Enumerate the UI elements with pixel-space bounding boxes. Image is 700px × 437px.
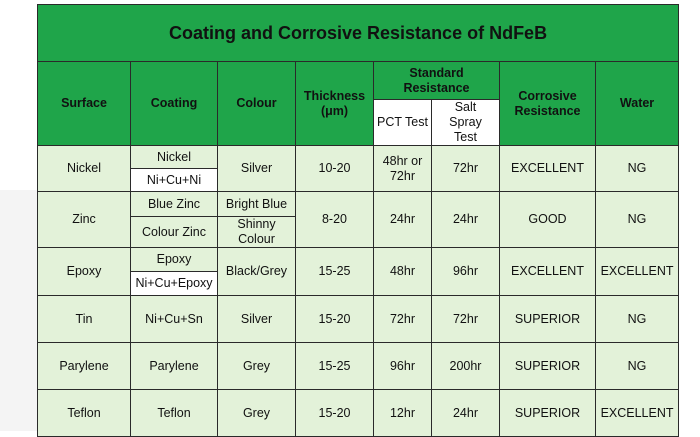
cell-coating: Nickel xyxy=(130,145,218,169)
table-row: Teflon Teflon Grey 15-20 12hr 24hr SUPER… xyxy=(37,389,680,437)
cell-coating: Parylene xyxy=(130,342,218,390)
cell-corrosive: EXCELLENT xyxy=(499,145,596,192)
cell-thickness: 15-25 xyxy=(295,247,374,296)
cell-colour: Silver xyxy=(217,145,296,192)
cell-thickness: 15-20 xyxy=(295,295,374,343)
header-standard-resistance: Standard Resistance xyxy=(373,61,500,100)
cell-salt: 72hr xyxy=(431,145,500,192)
cell-coating: Teflon xyxy=(130,389,218,437)
cell-water: NG xyxy=(594,191,680,248)
cell-corrosive: SUPERIOR xyxy=(499,295,596,343)
cell-surface: Parylene xyxy=(37,342,131,390)
coating-table: Coating and Corrosive Resistance of NdFe… xyxy=(36,4,680,437)
cell-coating: Blue Zinc xyxy=(130,191,218,217)
cell-coating: Ni+Cu+Sn xyxy=(130,295,218,343)
cell-corrosive: EXCELLENT xyxy=(499,247,596,296)
cell-corrosive: GOOD xyxy=(499,191,596,248)
cell-thickness: 15-20 xyxy=(295,389,374,437)
table-container: Coating and Corrosive Resistance of NdFe… xyxy=(36,4,680,437)
cell-colour: Silver xyxy=(217,295,296,343)
cell-salt: 96hr xyxy=(431,247,500,296)
cell-pct: 48hr or 72hr xyxy=(373,145,432,192)
cell-pct: 12hr xyxy=(373,389,432,437)
table-row: Parylene Parylene Grey 15-25 96hr 200hr … xyxy=(37,342,680,390)
header-row-1: Surface Coating Colour Thickness (μm) St… xyxy=(37,61,680,146)
table-row: Colour Zinc Shinny Colour xyxy=(38,216,679,248)
cell-surface: Zinc xyxy=(37,191,131,248)
cell-colour: Grey xyxy=(217,342,296,390)
cell-salt: 24hr xyxy=(431,191,500,248)
title-row: Coating and Corrosive Resistance of NdFe… xyxy=(36,4,680,62)
cell-coating: Epoxy xyxy=(130,247,218,272)
table-row: Epoxy Epoxy Black/Grey 15-25 48hr 96hr E… xyxy=(37,247,680,296)
table-row: Zinc Blue Zinc Bright Blue 8-20 24hr 24h… xyxy=(37,191,680,248)
cell-water: EXCELLENT xyxy=(594,389,680,437)
cell-salt: 24hr xyxy=(431,389,500,437)
header-surface: Surface xyxy=(37,61,131,146)
cell-pct: 96hr xyxy=(373,342,432,390)
table-row: Tin Ni+Cu+Sn Silver 15-20 72hr 72hr SUPE… xyxy=(37,295,680,343)
header-colour: Colour xyxy=(217,61,296,146)
header-salt-spray-test: Salt Spray Test xyxy=(431,99,500,146)
cell-water: NG xyxy=(594,295,680,343)
header-coating: Coating xyxy=(130,61,218,146)
cell-corrosive: SUPERIOR xyxy=(499,342,596,390)
table-title: Coating and Corrosive Resistance of NdFe… xyxy=(36,4,680,62)
cell-colour: Grey xyxy=(217,389,296,437)
table-row: Ni+Cu+Epoxy xyxy=(38,271,679,296)
cell-colour: Bright Blue xyxy=(217,191,296,217)
cell-pct: 24hr xyxy=(373,191,432,248)
cell-thickness: 10-20 xyxy=(295,145,374,192)
cell-colour: Black/Grey xyxy=(217,247,296,296)
header-corrosive-resistance: Corrosive Resistance xyxy=(499,61,596,146)
cell-surface: Epoxy xyxy=(37,247,131,296)
cell-pct: 48hr xyxy=(373,247,432,296)
cell-corrosive: SUPERIOR xyxy=(499,389,596,437)
cell-water: EXCELLENT xyxy=(594,247,680,296)
cell-coating: Ni+Cu+Ni xyxy=(130,168,218,192)
cell-salt: 72hr xyxy=(431,295,500,343)
background-left xyxy=(0,0,38,190)
header-water: Water xyxy=(594,61,680,146)
cell-coating: Ni+Cu+Epoxy xyxy=(130,271,218,296)
cell-surface: Tin xyxy=(37,295,131,343)
cell-colour: Shinny Colour xyxy=(217,216,296,248)
cell-surface: Nickel xyxy=(37,145,131,192)
table-row: Nickel Nickel Silver 10-20 48hr or 72hr … xyxy=(37,145,680,192)
background-left-lower xyxy=(0,190,38,431)
cell-salt: 200hr xyxy=(431,342,500,390)
header-pct-test: PCT Test xyxy=(373,99,432,146)
header-thickness: Thickness (μm) xyxy=(295,61,374,146)
cell-thickness: 8-20 xyxy=(295,191,374,248)
cell-water: NG xyxy=(594,342,680,390)
cell-thickness: 15-25 xyxy=(295,342,374,390)
header-row-2: PCT Test Salt Spray Test xyxy=(38,99,679,146)
cell-water: NG xyxy=(594,145,680,192)
cell-coating: Colour Zinc xyxy=(130,216,218,248)
cell-pct: 72hr xyxy=(373,295,432,343)
cell-surface: Teflon xyxy=(37,389,131,437)
